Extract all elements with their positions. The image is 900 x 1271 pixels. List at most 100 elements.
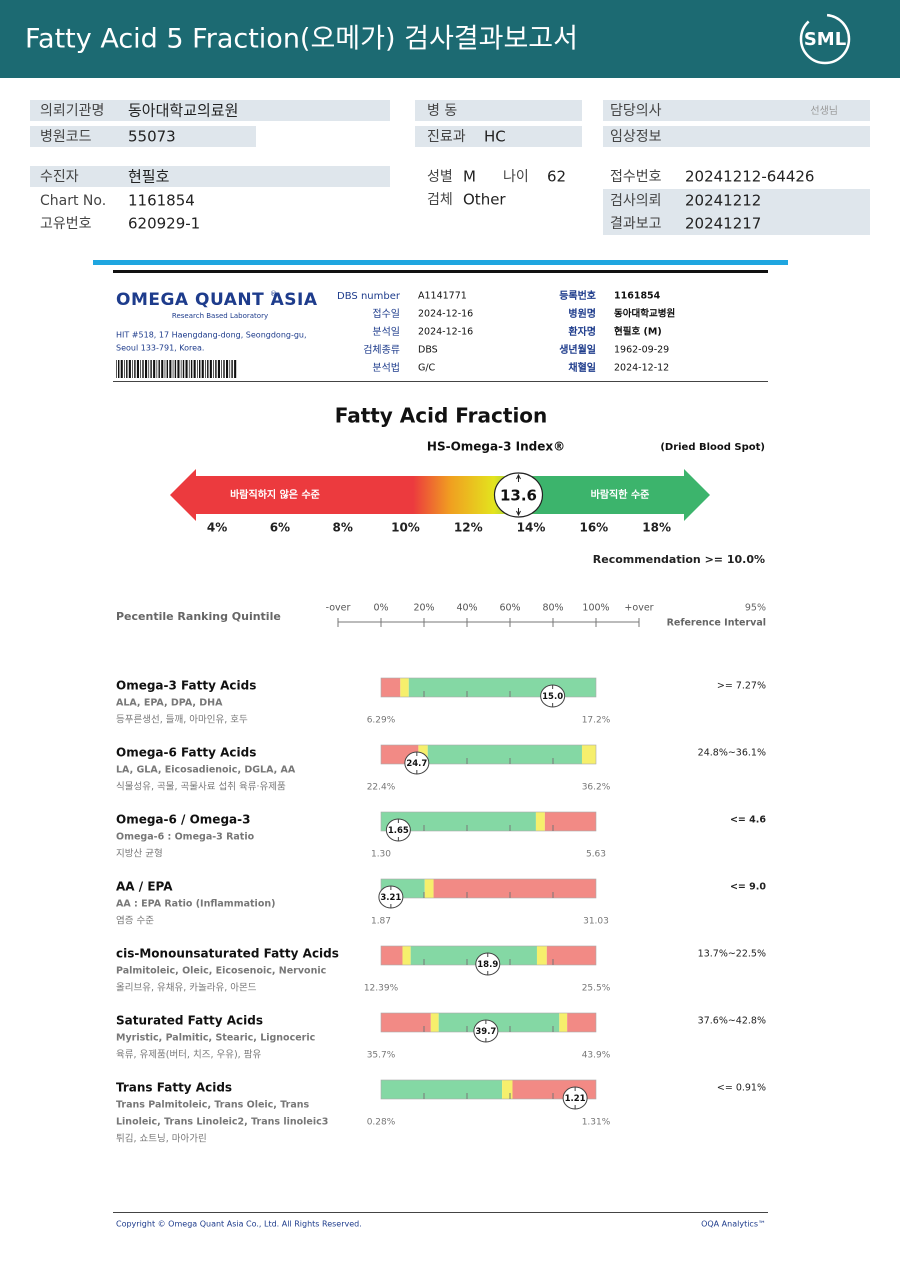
logo-ring (799, 13, 851, 65)
lab-field-value: 2024-12-16 (418, 327, 473, 338)
info-box (30, 166, 390, 187)
scale-label: 60% (499, 603, 520, 614)
header-bar (0, 0, 900, 78)
zone (381, 1013, 431, 1032)
gauge-value: 13.6 (500, 487, 537, 505)
barcode-bar (153, 360, 156, 378)
row-foods: 지방산 균형 (116, 849, 163, 860)
row-name: Trans Fatty Acids (116, 1081, 232, 1095)
row-name: Omega-3 Fatty Acids (116, 679, 256, 693)
field-value: 현필호 (128, 168, 170, 186)
info-box (30, 100, 390, 121)
value-label: 1.65 (388, 826, 409, 836)
lab-field-label: DBS number (337, 291, 401, 302)
value-label: 39.7 (475, 1027, 496, 1037)
row-name: Omega-6 / Omega-3 (116, 813, 250, 827)
gauge-tick-label: 18% (642, 521, 671, 535)
row-description: Palmitoleic, Oleic, Eicosenoic, Nervonic (116, 966, 326, 977)
bar-outline (380, 811, 597, 832)
reference: 24.8%~36.1% (698, 748, 766, 759)
range-low: 1.30 (371, 850, 391, 860)
zone (536, 946, 547, 965)
field-value: 62 (547, 168, 566, 186)
zone (381, 1080, 503, 1099)
barcode-bar (172, 360, 174, 378)
barcode-bar (193, 360, 196, 378)
marker-arrows (516, 473, 521, 517)
scale-label: 20% (413, 603, 434, 614)
info-box (603, 100, 870, 121)
barcode-bar (174, 360, 177, 378)
range-low: 0.28% (367, 1118, 396, 1128)
zone (402, 946, 411, 965)
value-label: 3.21 (380, 893, 401, 903)
row-name: Omega-6 Fatty Acids (116, 746, 256, 760)
range-high: 17.2% (582, 716, 611, 726)
barcode-bar (118, 360, 120, 378)
scale-label: +over (624, 603, 653, 614)
field-label: 병원코드 (40, 129, 92, 145)
field-value: 1161854 (128, 192, 195, 210)
field-value: 55073 (128, 128, 176, 146)
lab-address: Seoul 133-791, Korea. (116, 344, 204, 353)
row-foods: 식물성유, 곡물, 곡물사료 섭취 육류·유제품 (116, 782, 286, 793)
field-label: 고유번호 (40, 216, 92, 232)
chart-title: Fatty Acid Fraction (335, 404, 548, 428)
barcode-bar (201, 360, 204, 378)
scale-label: 100% (582, 603, 609, 614)
barcode-bar (124, 360, 125, 378)
barcode-bar (142, 360, 144, 378)
barcode-bar (199, 360, 201, 378)
zone (400, 678, 409, 697)
barcode-bar (134, 360, 136, 378)
barcode-bar (120, 360, 123, 378)
value-label: 1.21 (565, 1094, 586, 1104)
barcode-bar (197, 360, 198, 378)
range-high: 1.31% (582, 1118, 611, 1128)
zone (424, 879, 434, 898)
section-title: Pecentile Ranking Quintile (116, 610, 281, 623)
info-box (603, 126, 870, 147)
field-value: 620929-1 (128, 215, 200, 233)
reference: >= 7.27% (717, 681, 766, 692)
field-label: 진료과 (427, 129, 466, 145)
lab-field-label: 등록번호 (559, 289, 596, 302)
value-label: 18.9 (477, 960, 498, 970)
barcode-bar (221, 360, 222, 378)
scale-label: 0% (373, 603, 388, 614)
barcode-bar (136, 360, 139, 378)
lab-address: HIT #518, 17 Haengdang-dong, Seongdong-g… (116, 331, 307, 340)
barcode-bar (229, 360, 231, 378)
gauge-tick-label: 16% (579, 521, 608, 535)
chart-subtitle: HS-Omega-3 Index® (427, 440, 565, 454)
row-name: AA / EPA (116, 880, 173, 894)
lab-field-value: 현필호 (M) (614, 326, 662, 338)
field-label: 병 동 (427, 103, 457, 119)
field-value: M (463, 168, 476, 186)
reference: <= 4.6 (730, 815, 766, 826)
field-label: 담당의사 (610, 103, 662, 119)
row-foods: 올리브유, 유채유, 카놀라유, 아몬드 (116, 983, 257, 994)
field-label: Chart No. (40, 193, 106, 209)
zone (408, 678, 596, 697)
barcode-bar (145, 360, 148, 378)
copyright: Copyright © Omega Quant Asia Co., Ltd. A… (116, 1220, 362, 1229)
gauge-tick-label: 12% (454, 521, 483, 535)
barcode-bar (126, 360, 128, 378)
bar-outline (380, 878, 597, 899)
lab-mark: ® (270, 290, 277, 298)
zone (381, 946, 403, 965)
field-label: 접수번호 (610, 169, 662, 185)
row-description: Myristic, Palmitic, Stearic, Lignoceric (116, 1033, 315, 1044)
gauge-arrow (170, 469, 710, 521)
field-label: 검체 (427, 192, 453, 208)
bar-outline (380, 744, 597, 765)
lab-field-label: 환자명 (568, 325, 596, 338)
lab-field-value: 2024-12-12 (614, 363, 669, 374)
barcode-bar (185, 360, 188, 378)
row-foods: 등푸른생선, 들깨, 아마인유, 호두 (116, 714, 248, 726)
zone (581, 745, 596, 764)
barcode-bar (148, 360, 150, 378)
